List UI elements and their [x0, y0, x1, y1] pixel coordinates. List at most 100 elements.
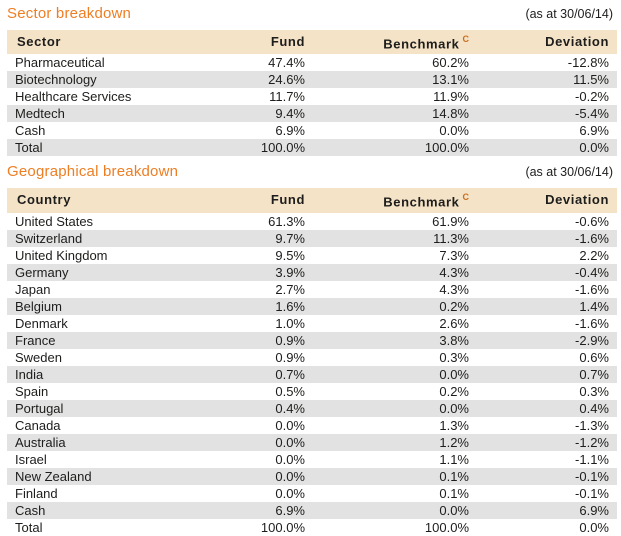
col-header-benchmark-label: Benchmark — [383, 36, 460, 52]
row-value: 0.5% — [275, 383, 305, 399]
row-value: 2.6% — [439, 315, 469, 331]
col-header-benchmark: Benchmark C — [305, 188, 469, 213]
row-value: -0.6% — [575, 213, 609, 229]
row-value: 0.7% — [275, 366, 305, 382]
row-value: 61.3% — [268, 213, 305, 229]
table-row: Total 100.0% 100.0% 0.0% — [7, 519, 617, 536]
row-value: 11.7% — [269, 89, 305, 105]
table-row: Israel 0.0% 1.1% -1.1% — [7, 451, 617, 468]
footnote-marker: C — [462, 34, 470, 44]
row-value: 0.4% — [275, 400, 305, 416]
row-value: 9.5% — [275, 247, 305, 263]
table-row: Switzerland 9.7% 11.3% -1.6% — [7, 229, 617, 247]
col-header-benchmark: Benchmark C — [305, 30, 470, 55]
row-label: Belgium — [15, 298, 62, 314]
row-value: -0.4% — [575, 264, 609, 280]
geo-section-header: Geographical breakdown (as at 30/06/14) — [7, 163, 617, 185]
row-value: 6.9% — [579, 123, 609, 139]
row-value: -1.3% — [575, 417, 609, 433]
row-value: -1.6% — [575, 281, 609, 297]
row-value: -1.2% — [575, 434, 609, 450]
row-value: 3.8% — [439, 332, 469, 348]
row-value: 0.0% — [439, 502, 469, 518]
row-value: 3.9% — [275, 264, 305, 280]
row-value: 4.3% — [439, 264, 469, 280]
row-label: Cash — [15, 123, 46, 139]
row-label: Medtech — [15, 106, 65, 122]
col-header-sector: Sector — [7, 30, 167, 55]
row-label: Canada — [15, 417, 61, 433]
geographical-table: Country Fund Benchmark C Deviation United… — [7, 188, 617, 535]
row-value: 0.7% — [579, 366, 609, 382]
row-value: 0.0% — [275, 485, 305, 501]
row-value: 11.3% — [433, 230, 469, 246]
table-row: Sweden 0.9% 0.3% 0.6% — [7, 349, 617, 366]
row-label: Germany — [15, 264, 69, 280]
row-label: Cash — [15, 502, 46, 518]
row-value: 60.2% — [432, 55, 469, 71]
row-value: 7.3% — [439, 247, 469, 263]
row-label: Total — [15, 519, 43, 535]
table-row: Finland 0.0% 0.1% -0.1% — [7, 485, 617, 502]
row-value: 2.7% — [275, 281, 305, 297]
row-value: 0.0% — [275, 451, 305, 467]
row-label: United States — [15, 213, 94, 229]
row-label: New Zealand — [15, 468, 92, 484]
geographical-breakdown-section: Geographical breakdown (as at 30/06/14) … — [7, 163, 617, 535]
row-value: 6.9% — [275, 502, 305, 518]
row-value: 11.5% — [573, 72, 609, 88]
table-row: Australia 0.0% 1.2% -1.2% — [7, 433, 617, 451]
table-row: Total 100.0% 100.0% 0.0% — [7, 139, 617, 157]
table-row: Denmark 1.0% 2.6% -1.6% — [7, 315, 617, 332]
row-value: 9.4% — [275, 106, 305, 122]
row-value: 0.0% — [439, 400, 469, 416]
row-value: -1.6% — [575, 230, 609, 246]
row-label: Spain — [15, 383, 49, 399]
as-at-date: (as at 30/06/14) — [525, 7, 613, 21]
row-label: United Kingdom — [15, 247, 108, 263]
row-label: Japan — [15, 281, 51, 297]
row-label: Israel — [15, 451, 47, 467]
row-label: Portugal — [15, 400, 64, 416]
row-value: -5.4% — [575, 106, 609, 122]
row-value: -0.2% — [575, 89, 609, 105]
row-value: 0.0% — [275, 468, 305, 484]
table-row: Germany 3.9% 4.3% -0.4% — [7, 263, 617, 281]
row-value: 6.9% — [579, 502, 609, 518]
row-value: 0.0% — [579, 140, 609, 156]
row-label: Australia — [15, 434, 66, 450]
table-row: Biotechnology 24.6% 13.1% 11.5% — [7, 71, 617, 89]
table-row: India 0.7% 0.0% 0.7% — [7, 365, 617, 383]
row-label: Switzerland — [15, 230, 83, 246]
row-label: France — [15, 332, 56, 348]
row-value: -2.9% — [575, 332, 609, 348]
as-at-date: (as at 30/06/14) — [525, 165, 613, 180]
row-value: 1.0% — [275, 315, 305, 331]
table-row: Medtech 9.4% 14.8% -5.4% — [7, 105, 617, 123]
row-value: 100.0% — [260, 140, 305, 156]
row-value: 1.2% — [439, 434, 469, 450]
row-label: Biotechnology — [15, 72, 97, 88]
table-header-row: Country Fund Benchmark C Deviation — [7, 188, 617, 213]
row-value: 14.8% — [432, 106, 469, 122]
geo-table-body: United States 61.3% 61.9% -0.6% Switzerland 9… — [7, 213, 617, 536]
sector-table: Sector Fund Benchmark C Deviation Pharmac… — [7, 30, 617, 157]
sector-table-body: Pharmaceutical 47.4% 60.2% -12.8% Biotechnol… — [7, 54, 617, 157]
row-value: 0.0% — [439, 366, 469, 382]
row-label: Pharmaceutical — [15, 55, 105, 71]
row-label: Healthcare Services — [15, 89, 132, 105]
table-row: Cash 6.9% 0.0% 6.9% — [7, 122, 617, 139]
row-value: -0.1% — [575, 485, 609, 501]
row-value: 100.0% — [424, 140, 469, 156]
row-value: 1.4% — [579, 298, 609, 314]
row-value: -0.1% — [575, 468, 609, 484]
table-row: Cash 6.9% 0.0% 6.9% — [7, 501, 617, 519]
row-value: 0.9% — [275, 332, 305, 348]
row-value: 0.2% — [439, 298, 469, 314]
col-header-country: Country — [7, 188, 167, 213]
row-value: 0.3% — [579, 383, 609, 399]
row-label: Finland — [15, 485, 58, 501]
table-header-row: Sector Fund Benchmark C Deviation — [7, 30, 617, 55]
row-value: 61.9% — [432, 213, 469, 229]
